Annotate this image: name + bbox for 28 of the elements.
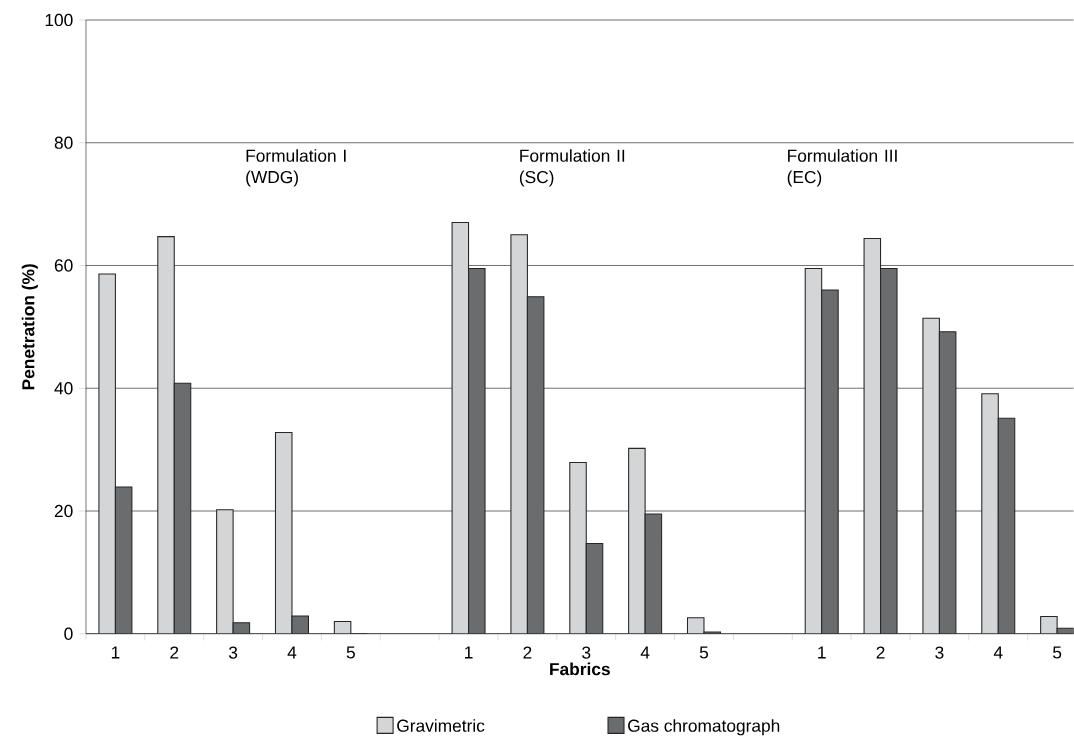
x-tick-label: 4 <box>287 646 297 659</box>
x-tick-label: 3 <box>228 646 238 659</box>
x-tick-label: 2 <box>876 646 885 659</box>
y-axis-title: Penetration (%) <box>21 264 38 390</box>
y-tick-label: 0 <box>64 627 73 641</box>
y-tick-label: 60 <box>54 259 73 272</box>
y-tick-label: 20 <box>54 505 73 518</box>
x-tick-label: 2 <box>170 646 179 659</box>
x-tick-label: 3 <box>935 646 944 659</box>
x-tick-label: 5 <box>346 646 355 659</box>
x-tick-label: 2 <box>523 646 532 659</box>
x-tick-label: 4 <box>640 646 650 659</box>
x-tick-label: 4 <box>993 646 1003 659</box>
x-tick-label: 1 <box>818 646 826 659</box>
annotation: Formulation II (SC) <box>519 149 625 187</box>
x-tick-label: 5 <box>699 646 709 659</box>
x-axis-title: Fabrics <box>550 662 610 676</box>
x-tick-label: 3 <box>582 646 591 659</box>
x-tick-label: 5 <box>1053 646 1062 659</box>
x-tick-label: 1 <box>111 646 120 659</box>
y-tick-label: 40 <box>54 382 73 395</box>
y-tick-label: 100 <box>45 13 73 27</box>
y-tick-label: 80 <box>54 136 73 150</box>
legend-label: Gas chromatograph <box>628 719 780 736</box>
x-tick-label: 1 <box>465 646 473 659</box>
annotation: Formulation I (WDG) <box>246 149 346 187</box>
annotation: Formulation III (EC) <box>787 149 897 187</box>
legend-label: Gravimetric <box>397 719 485 733</box>
